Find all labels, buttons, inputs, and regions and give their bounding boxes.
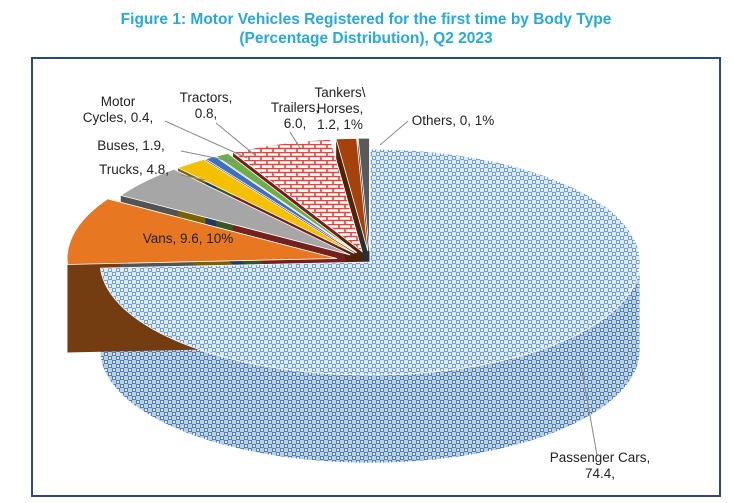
chart-title-line1: Figure 1: Motor Vehicles Registered for … <box>120 11 612 28</box>
data-label-motor-cycles: Motor <box>101 94 136 109</box>
data-label-passenger-cars: Passenger Cars, <box>550 450 651 465</box>
pie-slice-tankers-horses <box>335 137 369 252</box>
data-label-tankers-horses: Tankers\ <box>314 85 365 100</box>
pie-slice-passenger-cars <box>99 148 641 376</box>
data-label-trailers: Trailers, <box>271 100 319 115</box>
pie-slice-tractors <box>215 152 358 253</box>
data-label-tankers-horses: 1.2, 1% <box>317 117 363 132</box>
data-label-tankers-horses: Horses, <box>317 101 364 116</box>
data-label-passenger-cars: 74.4, <box>585 466 615 481</box>
data-label-trailers: 6.0, <box>284 116 307 131</box>
data-label-buses: Buses, 1.9, <box>97 138 165 153</box>
leader-line-buses <box>180 150 236 163</box>
pie-slice-motor-cycles <box>204 156 357 254</box>
leader-line-trailers <box>289 131 301 149</box>
data-label-others: Others, 0, 1% <box>412 113 495 128</box>
pie-slice-buses <box>176 159 355 254</box>
data-label-tractors: 0.8, <box>195 106 218 121</box>
chart-frame <box>31 57 721 497</box>
data-label-vans: Vans, 9.6, 10% <box>143 231 234 246</box>
pie-slice-vans <box>66 198 338 265</box>
leader-line-motor-cycles <box>164 120 248 159</box>
leader-line-others <box>379 120 409 146</box>
data-label-motor-cycles: Cycles, 0.4, <box>83 110 154 125</box>
pie-slice-trucks <box>119 168 351 256</box>
pie-slice-trailers <box>232 138 363 253</box>
chart-title-line2: (Percentage Distribution), Q2 2023 <box>239 30 493 47</box>
leader-line-tractors <box>215 122 257 157</box>
pie-slice-others <box>357 137 370 252</box>
data-label-tractors: Tractors, <box>180 90 233 105</box>
leader-line-trucks <box>180 174 206 181</box>
leader-line-passenger-cars <box>579 359 598 456</box>
data-label-trucks: Trucks, 4.8, <box>99 162 169 177</box>
